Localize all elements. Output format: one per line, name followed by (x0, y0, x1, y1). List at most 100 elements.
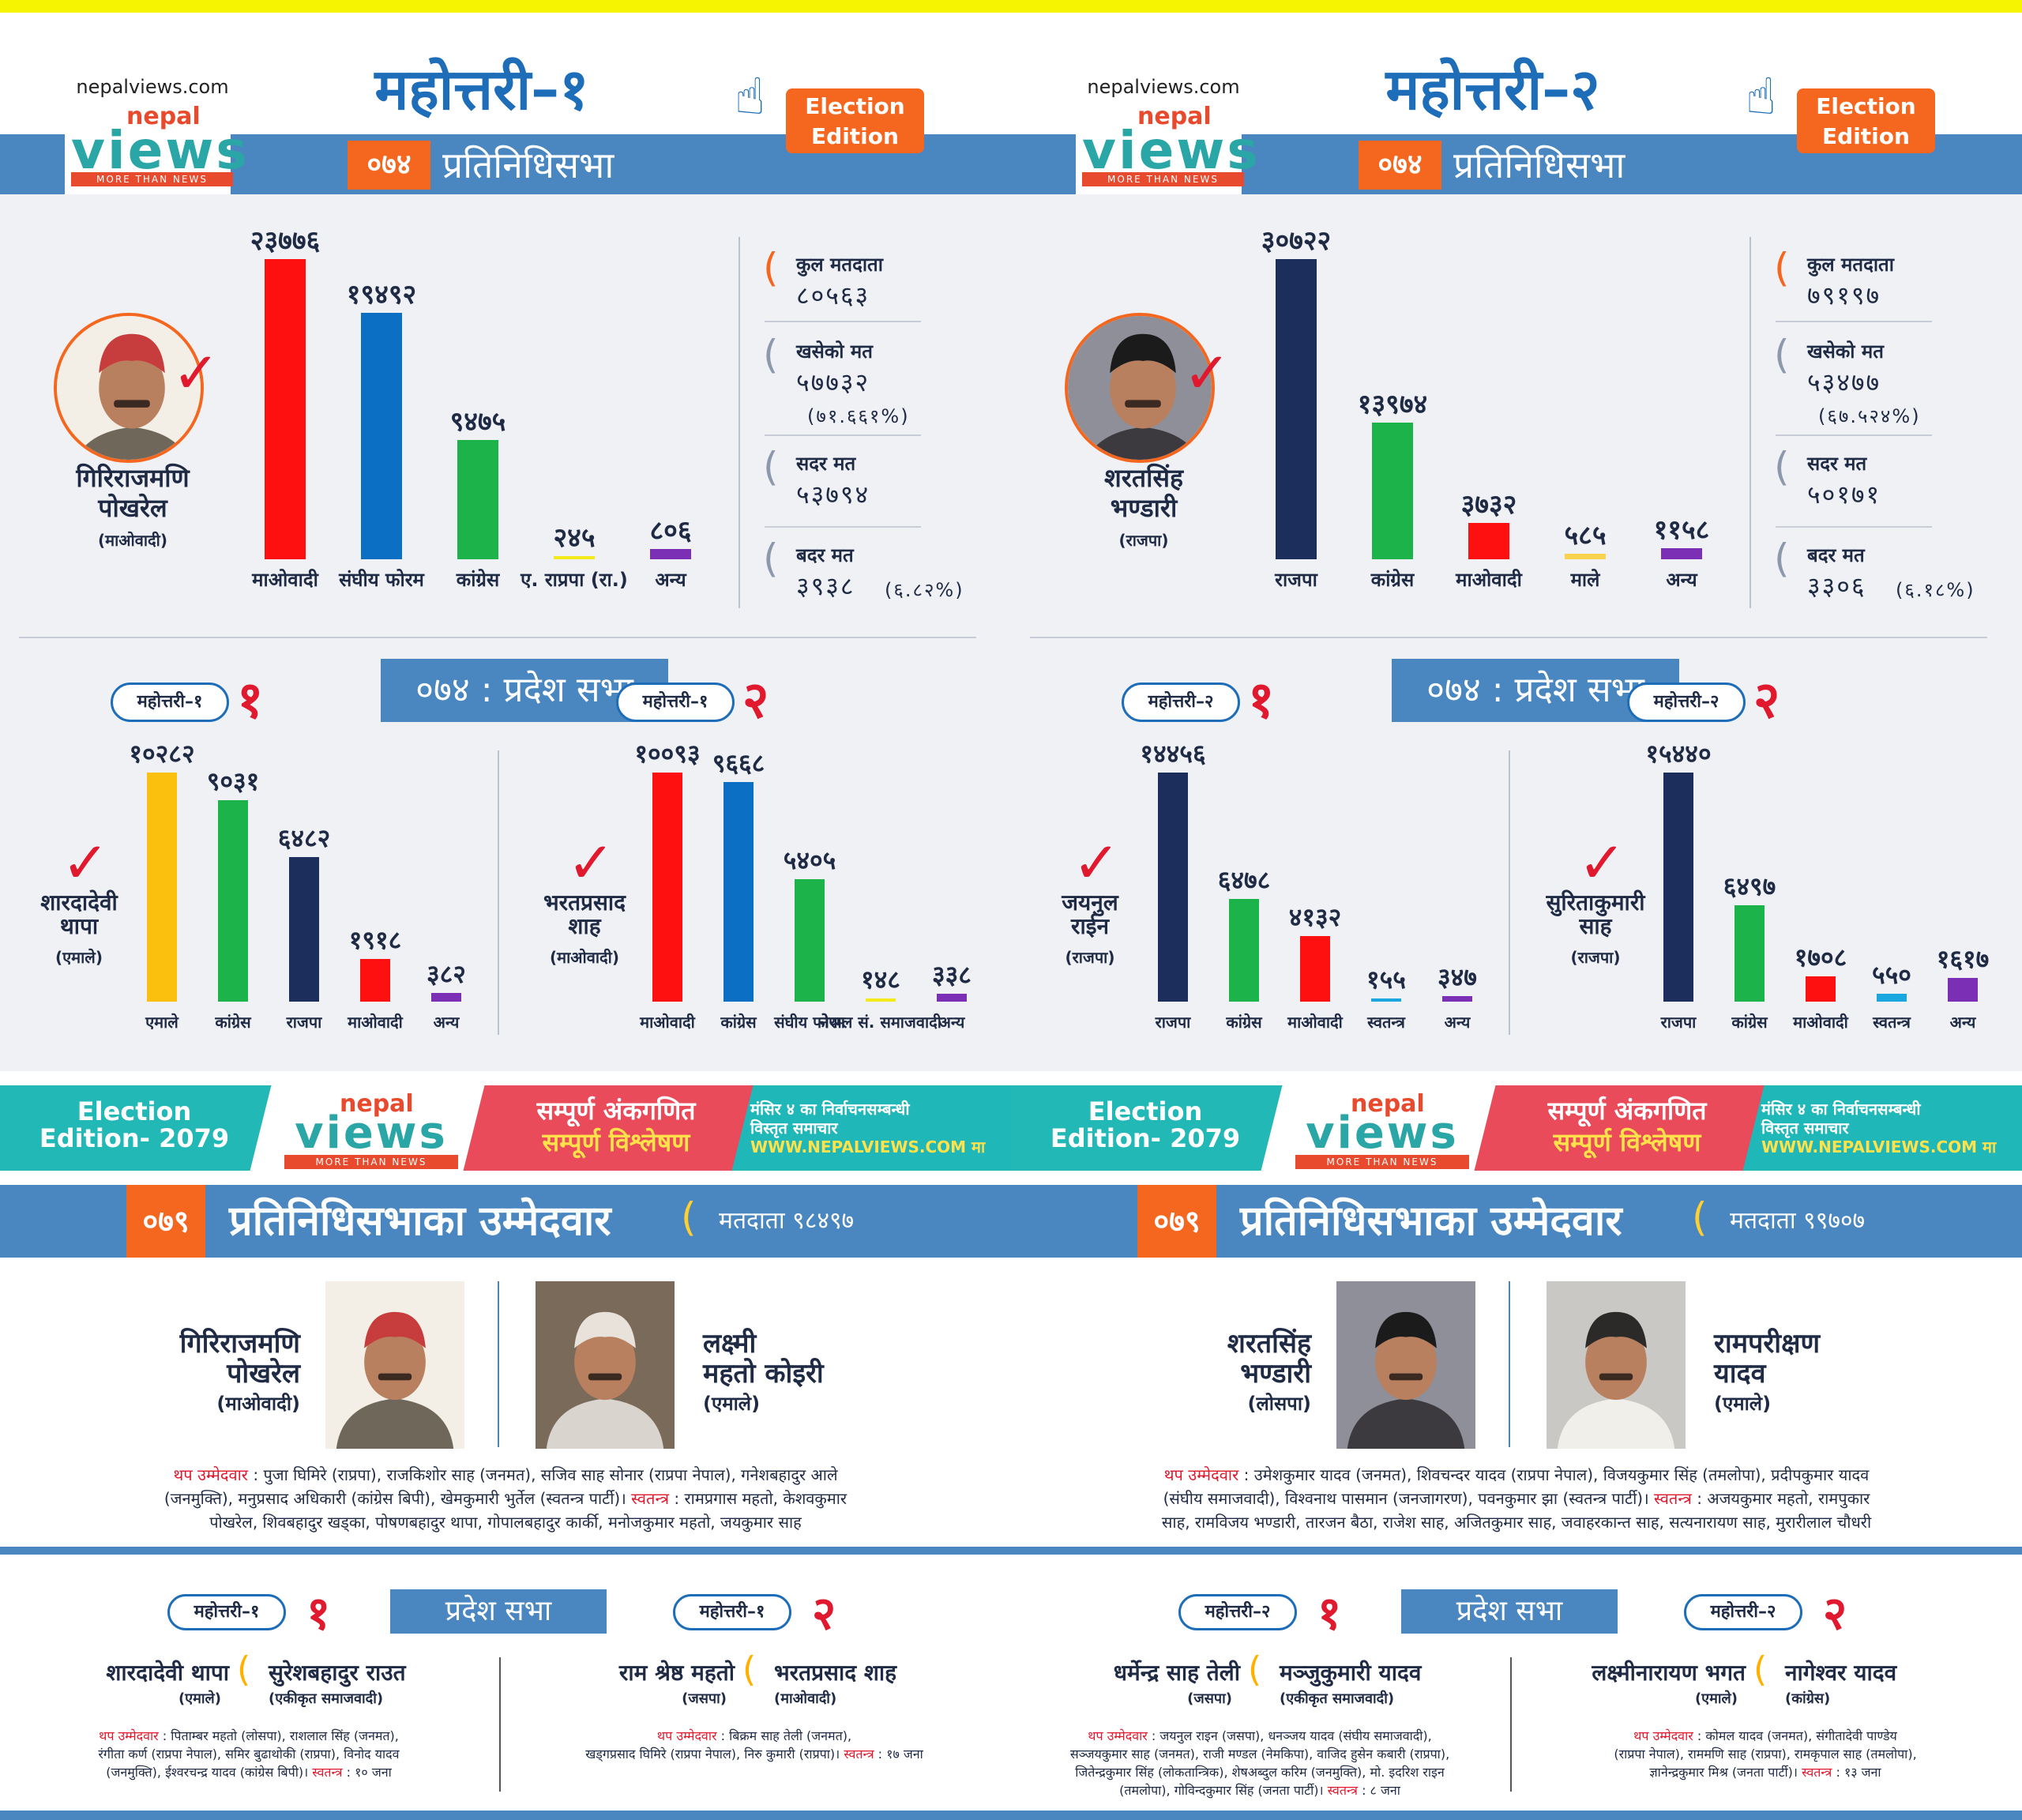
pradesh-number-1: १ (1248, 671, 1275, 730)
bar-label-hor-4: अन्य (655, 569, 686, 591)
nepalviews-logo: nepal views MORE THAN NEWS (1082, 103, 1258, 188)
pr-2-others: थप उम्मेदवार : बिक्रम साह तेली (जनमत), खड… (513, 1727, 995, 1763)
pradesh-pill-2: महोत्तरी–२ (1627, 682, 1746, 722)
bar-label-pr1-2: माओवादी (1793, 1013, 1848, 1032)
stat-bracket-1: ( (763, 332, 779, 378)
pr-2-others-line-0: थप उम्मेदवार : कोमल यादव (जनमत), संगीताद… (1633, 1728, 1897, 1743)
banner-logo-views: views (295, 1107, 448, 1159)
bar-pr0-4 (431, 993, 461, 1002)
banner-headline: सम्पूर्ण अंकगणित सम्पूर्ण विश्लेषण (1501, 1095, 1753, 1158)
pr-1-indep-label: स्वतन्त्र (312, 1765, 343, 1780)
bar-label-pr1-4: अन्य (938, 1013, 965, 1032)
pr-2-others-line-0: थप उम्मेदवार : बिक्रम साह तेली (जनमत), (656, 1728, 852, 1743)
bar-label-pr1-2: संघीय फोरम (774, 1013, 845, 1032)
stat-bracket-2: ( (1774, 444, 1790, 490)
pr-1-others-text-1: सञ्जयकुमार साह (जनमत), राजी मण्डल (नेमकि… (1069, 1747, 1450, 1762)
bar-hor-4 (650, 549, 691, 559)
pr-1-cand-2: सुरेशबहादुर राउत (269, 1660, 406, 1686)
logo-nepal: nepal (126, 103, 201, 130)
voters-count: मतदाता ९९७०७ (1730, 1207, 1866, 1235)
bar-label-hor-0: माओवादी (252, 569, 318, 591)
others-text-1: उमेशकुमार यादव (जनमत), शिवचन्दर यादव (रा… (1253, 1465, 1870, 1484)
bar-label-hor-1: कांग्रेस (1370, 569, 1415, 591)
stat-value-1: ५३४७७ (1807, 367, 1881, 397)
banner-right-2: WWW.NEPALVIEWS.COM मा (750, 1138, 986, 1156)
pradesh-number-1: १ (237, 671, 264, 730)
others-text-2: (संघीय समाजवादी), विश्वनाथ पासमान (जनजाग… (1163, 1489, 1649, 1508)
stats-divider (1750, 237, 1751, 608)
candidate-0-name-1: गिरिराजमणि (179, 1328, 300, 1359)
banner-left-1: Election (77, 1096, 192, 1126)
pr-1-others-text-2: जितेन्द्रकुमार सिंह (लोकतान्त्रिक), शेषअ… (1075, 1765, 1445, 1780)
stat-label-1: खसेको मत (1807, 340, 1884, 363)
bar-pr0-3 (360, 958, 390, 1002)
bar-pr1-1 (1734, 904, 1765, 1002)
bar-value-pr0-2: ६४८२ (277, 823, 331, 854)
winner-photo-portrait (1068, 316, 1212, 460)
pradesh-winner-2: भरतप्रसाद शाह (513, 891, 656, 938)
stat-label-3: बदर मत (796, 544, 854, 566)
banner-right-0: मंसिर ४ का निर्वाचनसम्बन्धी (1761, 1100, 1921, 1119)
others-text-3: रामप्रगास महतो, केशवकुमार (684, 1489, 848, 1508)
stat-bracket-3: ( (1774, 536, 1790, 581)
banner-logo: nepal views MORE THAN NEWS (1295, 1090, 1469, 1169)
pr-divider (1510, 1657, 1512, 1792)
candidate-1-name-1: लक्ष्मी (703, 1328, 757, 1359)
stat-value-0: ७९१९७ (1807, 280, 1881, 310)
bar-label-pr0-4: अन्य (433, 1013, 460, 1032)
pr-2-party-1: (एमाले) (1694, 1690, 1738, 1707)
candidate-0-party: (माओवादी) (216, 1393, 300, 1415)
bar-hor-3 (1565, 553, 1606, 559)
bar-pr1-4 (1948, 977, 1978, 1002)
banner-right-2: WWW.NEPALVIEWS.COM मा (1761, 1138, 1997, 1156)
bar-label-pr1-0: राजपा (1660, 1013, 1697, 1032)
others-text-2: (जनमुक्ति), मनुप्रसाद अधिकारी (कांग्रेस … (163, 1489, 626, 1508)
bar-label-pr0-1: कांग्रेस (215, 1013, 251, 1032)
pradesh-winner-2-party: (राजपा) (1570, 948, 1621, 967)
banner-right: मंसिर ४ का निर्वाचनसम्बन्धी विस्तृत समाचा… (1761, 1100, 2014, 1156)
stats-divider (739, 237, 740, 608)
stat-value-0: ८०५६३ (796, 280, 870, 310)
stat-value-3: ३९३८ (796, 571, 855, 601)
candidate-0-name-1: शरतसिंह (1227, 1328, 1311, 1359)
pr-number-2: २ (1823, 1586, 1847, 1640)
pr-1-others-text-3: (तमलोपा), गोविन्दकुमार सिंह (जनता पार्टी… (1119, 1783, 1324, 1798)
others-line-3: पोखरेल, शिवबहादुर खड्का, पोषणबहादुर थापा… (209, 1513, 802, 1532)
bar-value-pr1-3: १४८ (861, 964, 900, 995)
pr-number-2: २ (812, 1586, 836, 1640)
section-rule (0, 1547, 1011, 1555)
pr-2-cand-1: राम श्रेष्ठ महतो (618, 1660, 735, 1686)
pr-divider (499, 1657, 501, 1792)
logo-nepal: nepal (1137, 103, 1212, 130)
pr-number-1: १ (306, 1586, 331, 1640)
bar-label-pr1-0: माओवादी (640, 1013, 695, 1032)
bar-label-pr1-4: अन्य (1949, 1013, 1976, 1032)
bar-label-pr0-0: एमाले (145, 1013, 179, 1032)
pr-1-others-line-0: थप उम्मेदवार : जयनुल राइन (जसपा), धनञ्जय… (1088, 1728, 1432, 1743)
bar-pr0-2 (289, 857, 319, 1002)
hand-pointer-icon: ☝ (735, 68, 765, 126)
bar-label-pr0-2: राजपा (286, 1013, 322, 1032)
candidates-divider (1509, 1281, 1510, 1447)
bar-hor-4 (1661, 547, 1702, 559)
pradesh-check-icon-2: ✓ (1578, 829, 1626, 896)
pr-2-others-text-0: कोमल यादव (जनमत), संगीतादेवी पाण्डेय (1705, 1728, 1897, 1743)
bar-value-hor-1: १९४९२ (346, 279, 417, 311)
pr-1-others-line-1: सञ्जयकुमार साह (जनमत), राजी मण्डल (नेमकि… (1019, 1745, 1501, 1763)
candidate-0-photo (325, 1281, 464, 1449)
pradesh-divider (498, 750, 499, 1035)
bar-label-pr1-3: स्वतन्त्र (1873, 1013, 1911, 1032)
bar-pr0-1 (218, 800, 248, 1002)
pr-2-cand-2: नागेश्वर यादव (1785, 1660, 1897, 1686)
banner-logo-nepal: nepal (340, 1090, 414, 1118)
voters-bracket: ( (1692, 1194, 1708, 1240)
winner-name: शरतसिंह भण्डारी (1033, 463, 1254, 523)
bar-hor-2 (457, 439, 498, 559)
banner-right-1: विस्तृत समाचार (750, 1119, 838, 1138)
winner-photo (54, 313, 204, 463)
pr-2-others-label: थप उम्मेदवार (1633, 1728, 1693, 1743)
bar-hor-0 (265, 259, 306, 559)
stat-label-2: सदर मत (1807, 453, 1867, 475)
pradesh-pill-1: महोत्तरी–१ (111, 682, 229, 722)
pradesh-check-icon-1: ✓ (62, 829, 110, 896)
